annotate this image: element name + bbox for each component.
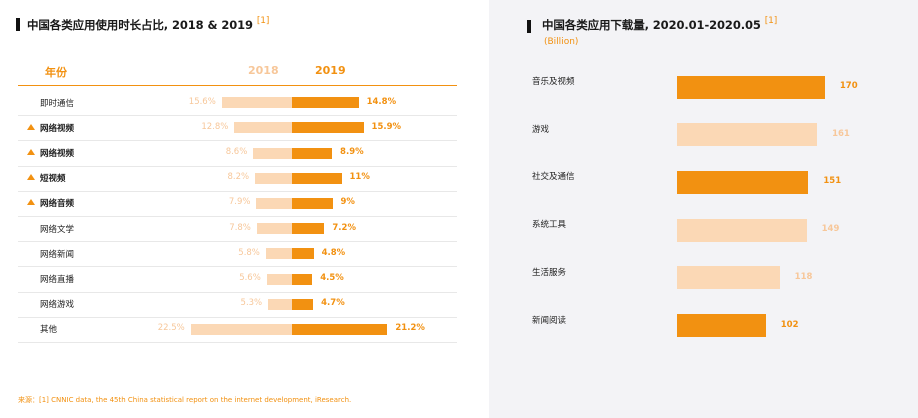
value-2018: 22.5%: [157, 323, 185, 334]
right-title-ref: [1]: [764, 16, 778, 27]
row-divider: [18, 342, 457, 343]
row-divider: [18, 316, 457, 318]
download-bar: [677, 75, 825, 99]
value-2019: 7.2%: [332, 222, 356, 233]
category-label: 其他: [40, 325, 58, 336]
bar-2018: [256, 197, 292, 209]
category-label: 系统工具: [532, 220, 567, 231]
left-chart-title: 中国各类应用使用时长占比, 2018 & 2019 [1]: [27, 16, 270, 32]
header-divider: [18, 85, 457, 86]
download-bar: [677, 218, 807, 242]
bar-2019: [292, 97, 359, 109]
value-2018: 15.6%: [188, 96, 216, 107]
download-value: 149: [821, 224, 840, 235]
left-panel: 中国各类应用使用时长占比, 2018 & 2019 [1] 年份 2018 20…: [16, 16, 457, 404]
bar-2018: [253, 147, 292, 159]
up-arrow-icon: [27, 199, 35, 206]
category-label: 网络视频: [40, 149, 75, 159]
category-label: 社交及通信: [532, 172, 575, 183]
category-label: 网络新闻: [40, 249, 75, 260]
value-2019: 14.8%: [366, 96, 397, 107]
category-label: 网络音频: [40, 199, 75, 210]
bar-2018: [266, 273, 292, 285]
value-2019: 21.2%: [395, 323, 425, 334]
value-2018: 5.8%: [238, 247, 260, 258]
right-chart-unit: (Billion): [544, 37, 579, 47]
category-label: 短视频: [40, 174, 66, 185]
right-chart-title: 中国各类应用下载量, 2020.01-2020.05 [1]: [542, 16, 778, 32]
category-label: 生活服务: [532, 267, 567, 278]
category-label: 网络视频: [40, 123, 75, 134]
bar-2019: [292, 197, 333, 209]
download-value: 170: [839, 81, 858, 91]
download-value: 151: [823, 176, 842, 187]
download-value: 102: [780, 319, 799, 330]
category-label: 网络直播: [40, 275, 75, 285]
bar-2018: [190, 323, 292, 335]
bar-2019: [292, 298, 314, 310]
row-divider: [18, 165, 457, 167]
value-2019: 15.9%: [371, 121, 402, 132]
bar-2019: [292, 122, 364, 134]
left-title-ref: [1]: [256, 16, 270, 27]
bar-2019: [292, 172, 342, 184]
category-label: 游戏: [532, 124, 550, 135]
row-divider: [18, 190, 457, 192]
bar-2019: [292, 323, 388, 335]
right-title-marker: [527, 20, 531, 33]
category-label: 新闻阅读: [532, 315, 567, 326]
bar-2018: [221, 97, 292, 109]
category-label: 音乐及视频: [532, 77, 575, 87]
bar-2018: [256, 223, 292, 235]
up-arrow-icon: [27, 123, 35, 130]
value-2019: 4.5%: [320, 273, 344, 283]
header-2019: 2019: [315, 64, 346, 77]
bar-2018: [265, 248, 292, 260]
bar-2019: [292, 147, 333, 159]
download-value: 161: [832, 128, 850, 139]
value-2019: 9%: [340, 197, 355, 208]
download-bar: [677, 266, 780, 290]
header-category: 年份: [45, 66, 67, 79]
source-note: 来源：[1] CNNIC data, the 45th China statis…: [18, 396, 352, 404]
bar-2019: [292, 223, 325, 235]
bar-2019: [292, 273, 313, 285]
value-2019: 11%: [349, 172, 370, 183]
up-arrow-icon: [27, 149, 35, 155]
download-bar: [677, 170, 809, 194]
row-divider: [18, 140, 457, 142]
row-divider: [18, 115, 457, 117]
row-divider: [18, 216, 457, 217]
category-label: 即时通信: [40, 98, 75, 109]
bar-2019: [292, 248, 314, 260]
download-value: 118: [794, 271, 813, 282]
value-2019: 4.8%: [321, 247, 346, 258]
value-2018: 12.8%: [201, 121, 229, 132]
value-2019: 8.9%: [340, 147, 364, 157]
category-label: 网络文学: [40, 224, 75, 235]
right-panel: 中国各类应用下载量, 2020.01-2020.05 [1] (Billion)…: [489, 0, 918, 418]
value-2018: 7.9%: [228, 197, 251, 208]
row-divider: [18, 241, 457, 243]
download-bar: [677, 123, 818, 147]
row-divider: [18, 291, 457, 293]
value-2019: 4.7%: [321, 298, 345, 309]
value-2018: 5.3%: [240, 298, 263, 309]
header-2018: 2018: [248, 64, 279, 77]
bar-2018: [268, 298, 292, 310]
download-bar: [677, 314, 766, 337]
value-2018: 8.2%: [227, 172, 250, 183]
category-label: 网络游戏: [40, 300, 75, 311]
value-2018: 7.8%: [229, 222, 251, 233]
value-2018: 8.6%: [225, 147, 248, 157]
bar-2018: [255, 172, 292, 184]
bar-2018: [234, 122, 292, 134]
value-2018: 5.6%: [239, 273, 261, 283]
left-title-marker: [16, 18, 20, 31]
row-divider: [18, 266, 457, 268]
up-arrow-icon: [27, 174, 35, 181]
